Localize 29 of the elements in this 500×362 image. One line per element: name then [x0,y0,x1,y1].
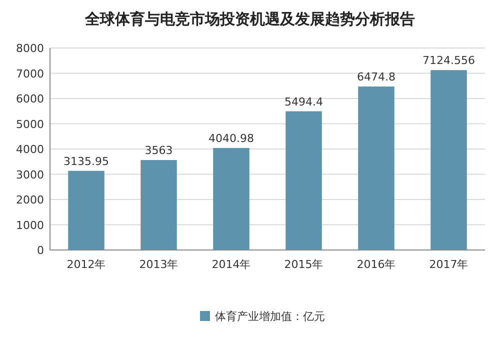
data-label: 6474.8 [357,70,396,84]
bar [68,170,104,250]
data-label: 5494.4 [284,95,323,108]
x-tick-label: 2013年 [139,258,178,271]
legend-label: 体育产业增加值：亿元 [215,310,325,323]
y-tick-label: 8000 [16,42,44,55]
data-label: 7124.556 [422,54,475,68]
data-label: 3563 [144,144,173,158]
x-tick-label: 2014年 [212,258,251,271]
data-label: 4040.98 [208,132,254,145]
bar [213,148,250,250]
bar [358,86,394,250]
chart-title: 全球体育与电竞市场投资机遇及发展趋势分析报告 [84,10,415,28]
y-tick-label: 6000 [16,92,44,106]
y-tick-label: 4000 [16,143,44,156]
y-tick-label: 1000 [16,218,44,232]
x-tick-label: 2015年 [284,258,324,271]
y-tick-label: 0 [37,244,44,257]
x-tick-label: 2016年 [356,258,396,271]
bar [430,70,467,250]
bar [140,160,177,250]
y-tick-label: 5000 [16,118,44,131]
y-tick-label: 3000 [16,168,44,182]
y-tick-label: 2000 [16,194,44,206]
data-label: 3135.95 [64,154,109,168]
bar [286,111,322,250]
y-tick-label: 7000 [16,67,44,80]
x-tick-label: 2017年 [429,258,468,271]
x-tick-label: 2012年 [66,258,106,271]
